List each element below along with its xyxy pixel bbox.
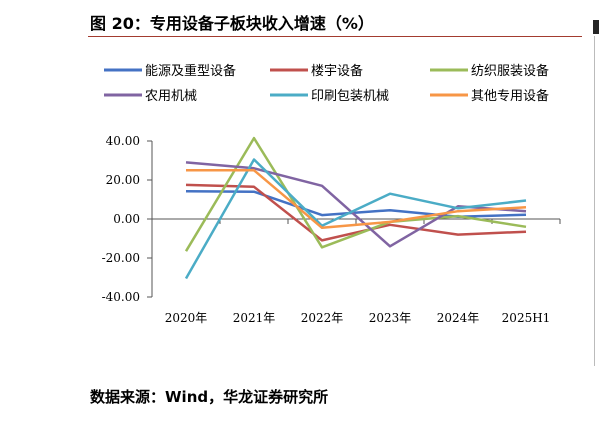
series-line-3 — [184, 136, 527, 252]
x-tick-label-6: 2025H1 — [502, 311, 551, 325]
legend-label-5: 印刷包装机械 — [311, 89, 389, 104]
x-tick-label-3: 2022年 — [301, 311, 344, 325]
y-tick-label-3: 0.00 — [113, 212, 140, 226]
x-tick-label-2: 2021年 — [233, 311, 276, 325]
y-tick-label-4: -20.00 — [102, 251, 140, 265]
legend-label-1: 能源及重型设备 — [145, 63, 236, 79]
x-tick-label-5: 2024年 — [437, 311, 480, 325]
x-tick-label-4: 2023年 — [369, 311, 412, 325]
legend-label-6: 其他专用设备 — [471, 88, 549, 104]
series-line-6 — [186, 169, 527, 230]
series-line-5 — [184, 158, 527, 280]
adjacent-column-edge — [593, 20, 599, 34]
legend-label-3: 纺织服装设备 — [471, 63, 549, 79]
data-source: 数据来源：Wind，华龙证券研究所 — [90, 388, 329, 406]
legend-label-2: 楼宇设备 — [311, 63, 363, 79]
y-tick-label-1: 40.00 — [106, 134, 140, 148]
series-line-2 — [185, 183, 527, 242]
title-underline — [88, 36, 582, 37]
legend-label-4: 农用机械 — [145, 89, 197, 104]
series-line-1 — [185, 190, 527, 218]
y-tick-label-2: 20.00 — [106, 173, 140, 187]
x-tick-label-1: 2020年 — [165, 311, 208, 325]
chart-title: 图 20：专用设备子板块收入增速（%） — [90, 14, 374, 33]
adjacent-column-divider — [594, 36, 595, 366]
y-tick-label-5: -40.00 — [102, 290, 140, 304]
